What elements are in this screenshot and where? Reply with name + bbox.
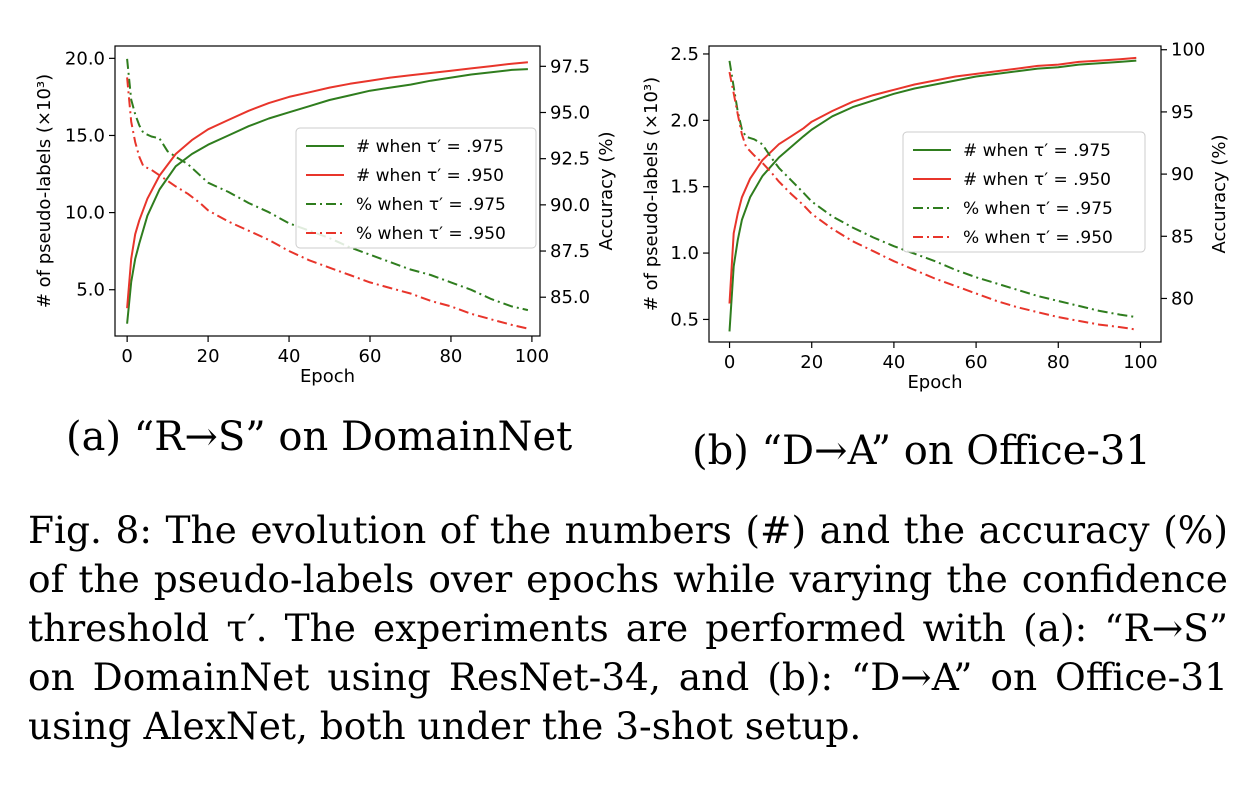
y-tick-label: 10.0 xyxy=(65,203,105,224)
legend-box xyxy=(902,131,1146,253)
y2-tick-label: 85 xyxy=(1171,226,1194,247)
y-tick-label: 5.0 xyxy=(76,280,105,301)
subcaption-a: (a) “R→S” on DomainNet xyxy=(66,414,573,460)
y2-tick-label: 80 xyxy=(1171,288,1194,309)
x-axis-label: Epoch xyxy=(300,366,355,387)
x-axis-label: Epoch xyxy=(907,372,962,393)
x-tick-label: 0 xyxy=(121,346,132,367)
chart-b-svg: 0 20 40 60 80 100 0.5 1.0 1.5 2.0 2.5 80 85 90 95 100 Ep… xyxy=(641,40,1230,393)
y-tick-label: 1.0 xyxy=(670,243,699,264)
y2-axis-label: Accuracy (%) xyxy=(1209,134,1230,253)
x-tick-label: 60 xyxy=(359,346,382,367)
y-axis-label: # of pseudo-labels (×10³) xyxy=(641,77,662,311)
y-tick-label: 1.5 xyxy=(670,177,699,198)
x-tick-label: 100 xyxy=(1123,352,1157,373)
plot-frame xyxy=(708,45,1162,343)
y2-tick-label: 90.0 xyxy=(550,195,590,216)
legend-label-3: % when τ′ = .975 xyxy=(963,199,1113,219)
y2-tick-label: 97.5 xyxy=(550,56,590,77)
figure-caption: Fig. 8: The evolution of the numbers (#)… xyxy=(28,508,1228,748)
y2-tick-label: 90 xyxy=(1171,164,1194,185)
y-tick-label: 15.0 xyxy=(65,125,105,146)
x-tick-label: 40 xyxy=(882,352,905,373)
series-line-4 xyxy=(728,71,1137,331)
x-tick-label: 40 xyxy=(278,346,301,367)
y2-tick-label: 85.0 xyxy=(550,287,590,308)
x-tick-label: 80 xyxy=(1047,352,1070,373)
legend-label-1: # when τ′ = .975 xyxy=(356,137,504,157)
subcaption-b: (b) “D→A” on Office-31 xyxy=(692,428,1151,474)
y2-tick-label: 92.5 xyxy=(550,149,590,170)
y2-axis-label: Accuracy (%) xyxy=(596,131,617,250)
x-tick-label: 80 xyxy=(439,346,462,367)
legend-label-1: # when τ′ = .975 xyxy=(963,141,1111,161)
x-tick-label: 20 xyxy=(800,352,823,373)
y2-tick-label: 100 xyxy=(1171,40,1205,61)
legend-label-2: # when τ′ = .950 xyxy=(356,166,504,186)
y-tick-label: 2.5 xyxy=(670,44,699,65)
series-line-3 xyxy=(728,60,1137,319)
y-tick-label: 0.5 xyxy=(670,309,699,330)
chart-panel-b: 0 20 40 60 80 100 0.5 1.0 1.5 2.0 2.5 80 85 90 95 100 Ep… xyxy=(627,0,1254,400)
legend-box xyxy=(295,127,537,249)
x-tick-label: 20 xyxy=(197,346,220,367)
legend-label-4: % when τ′ = .950 xyxy=(356,224,506,244)
y2-tick-label: 87.5 xyxy=(550,241,590,262)
series-line-1 xyxy=(728,59,1137,332)
x-tick-label: 0 xyxy=(724,352,735,373)
series-line-4 xyxy=(126,77,529,330)
series-line-3 xyxy=(126,58,529,312)
x-tick-label: 60 xyxy=(965,352,988,373)
legend-label-4: % when τ′ = .950 xyxy=(963,228,1113,248)
y-axis-label: # of pseudo-labels (×10³) xyxy=(34,74,55,308)
series-line-2 xyxy=(728,56,1137,304)
y-tick-label: 2.0 xyxy=(670,110,699,131)
series-line-2 xyxy=(126,61,528,309)
y2-tick-label: 95 xyxy=(1171,102,1194,123)
y-tick-label: 20.0 xyxy=(65,48,105,69)
legend-label-3: % when τ′ = .975 xyxy=(356,195,506,215)
chart-a-svg: 0 20 40 60 80 100 5.0 10.0 15.0 20.0 85.0 87.5 90.0 9… xyxy=(34,45,617,387)
chart-panel-a: 0 20 40 60 80 100 5.0 10.0 15.0 20.0 85.0 87.5 90.0 9… xyxy=(0,0,627,400)
series-line-1 xyxy=(126,68,528,324)
y2-tick-label: 95.0 xyxy=(550,102,590,123)
x-tick-label: 100 xyxy=(515,346,549,367)
plot-frame xyxy=(114,45,541,337)
legend-label-2: # when τ′ = .950 xyxy=(963,170,1111,190)
